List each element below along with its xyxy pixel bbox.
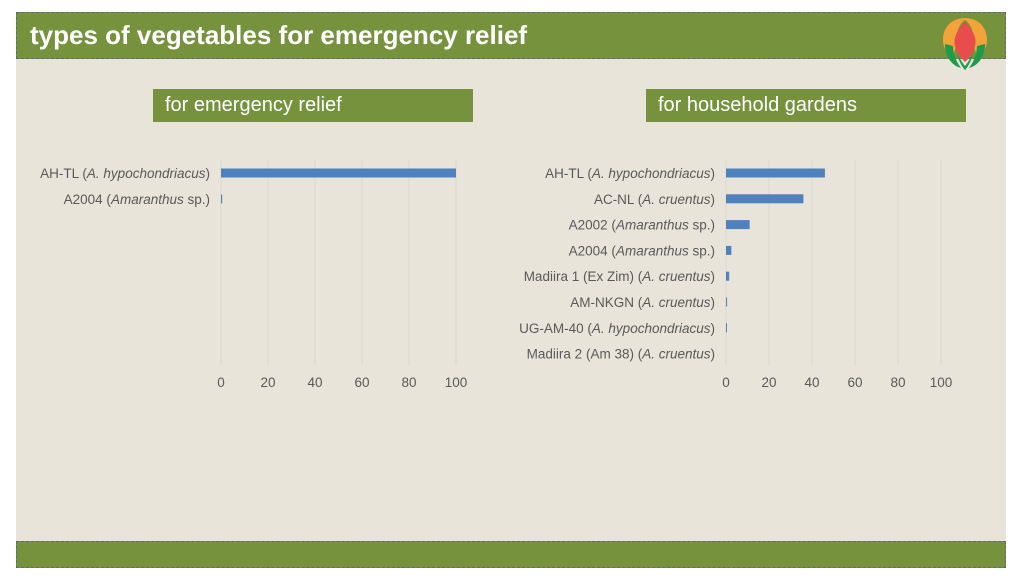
household-bar xyxy=(726,220,750,230)
household-x-tick-label: 80 xyxy=(890,375,905,390)
household-x-tick-label: 0 xyxy=(722,375,730,390)
chart-title-household-gardens: for household gardens xyxy=(646,89,966,122)
household-bar xyxy=(726,297,728,307)
household-x-tick-label: 40 xyxy=(804,375,819,390)
emergency-x-tick-label: 100 xyxy=(445,375,468,390)
slide-title: types of vegetables for emergency relief xyxy=(30,20,528,50)
emergency-category-label: AH-TL (A. hypochondriacus) xyxy=(40,166,210,181)
household-x-tick-label: 20 xyxy=(761,375,776,390)
household-x-tick-label: 100 xyxy=(930,375,953,390)
emergency-x-tick-label: 0 xyxy=(217,375,225,390)
emergency-category-label: A2004 (Amaranthus sp.) xyxy=(64,192,210,207)
household-bar xyxy=(726,323,727,333)
household-bar xyxy=(726,271,730,281)
emergency-bar xyxy=(221,194,223,204)
household-category-label: UG-AM-40 (A. hypochondriacus) xyxy=(519,321,715,336)
emergency-x-tick-label: 80 xyxy=(401,375,416,390)
household-category-label: AM-NKGN (A. cruentus) xyxy=(570,295,715,310)
flower-logo-icon xyxy=(943,18,987,70)
household-category-label: Madiira 1 (Ex Zim) (A. cruentus) xyxy=(524,269,715,284)
household-bar xyxy=(726,245,732,255)
title-bar: types of vegetables for emergency relief xyxy=(16,12,1006,59)
chart-title-emergency-relief: for emergency relief xyxy=(153,89,473,122)
household-category-label: AH-TL (A. hypochondriacus) xyxy=(545,166,715,181)
emergency-x-tick-label: 20 xyxy=(260,375,275,390)
household-category-label: AC-NL (A. cruentus) xyxy=(594,192,715,207)
household-category-label: A2004 (Amaranthus sp.) xyxy=(569,243,715,258)
emergency-x-tick-label: 40 xyxy=(307,375,322,390)
emergency-x-tick-label: 60 xyxy=(354,375,369,390)
emergency-bar xyxy=(221,168,456,178)
household-category-label: Madiira 2 (Am 38) (A. cruentus) xyxy=(527,347,715,362)
household-bar xyxy=(726,168,825,178)
household-bar xyxy=(726,194,804,204)
household-x-tick-label: 60 xyxy=(847,375,862,390)
footer-bar xyxy=(16,541,1006,568)
household-category-label: A2002 (Amaranthus sp.) xyxy=(569,218,715,233)
